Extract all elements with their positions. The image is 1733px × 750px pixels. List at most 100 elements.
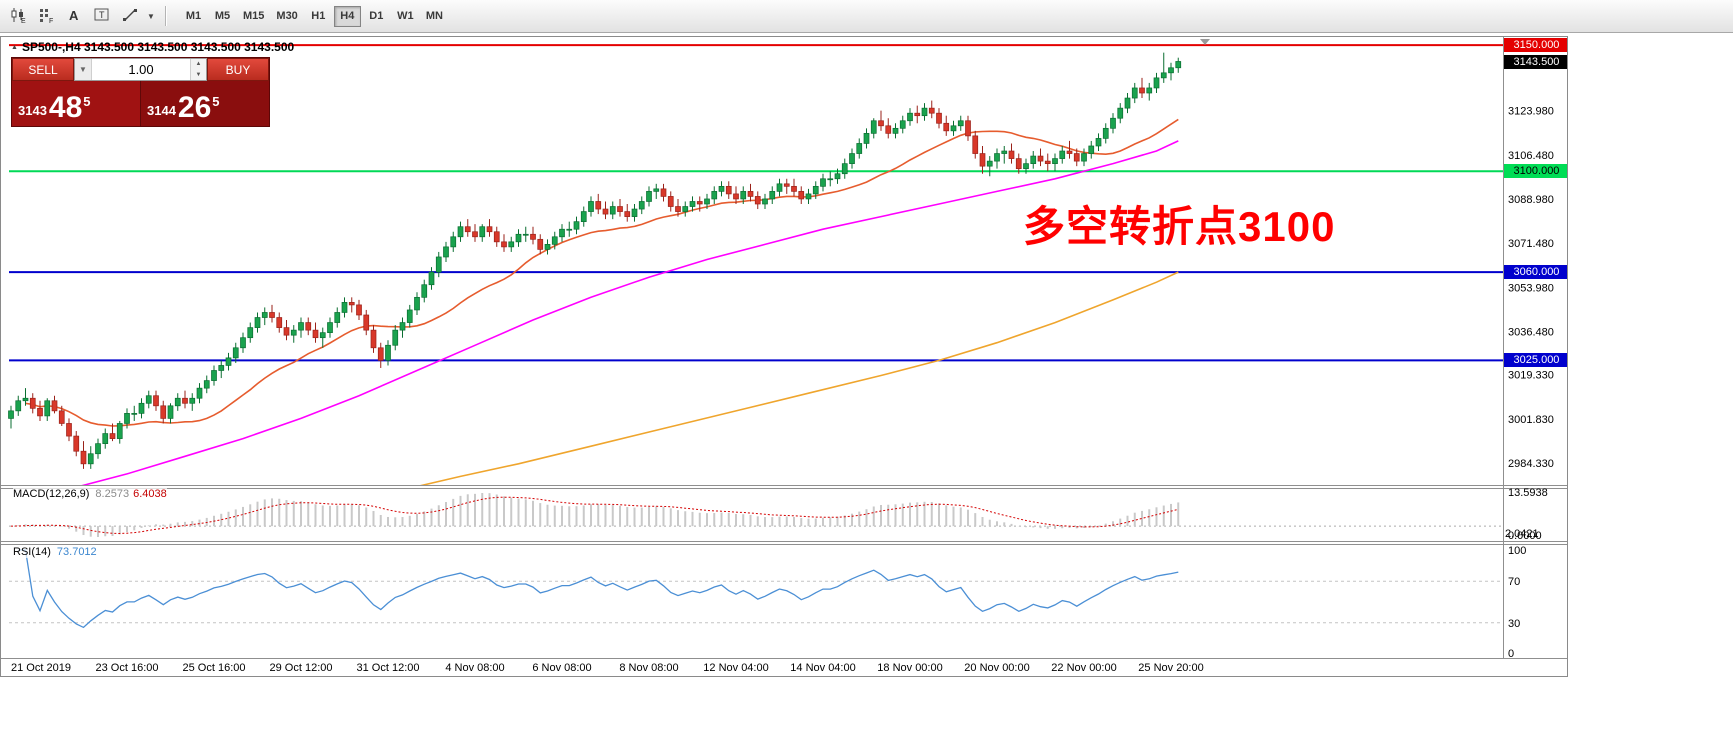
price-tick-label: 3088.980 xyxy=(1508,194,1554,206)
candlestick-tool-icon[interactable]: E xyxy=(5,4,31,28)
price-tick-label: 3106.480 xyxy=(1508,150,1554,162)
time-tick-label: 18 Nov 00:00 xyxy=(877,662,942,674)
svg-text:E: E xyxy=(21,18,26,24)
ask-price-prefix: 3144 xyxy=(147,103,176,118)
timeframe-M30[interactable]: M30 xyxy=(271,6,302,27)
time-tick-label: 22 Nov 00:00 xyxy=(1051,662,1116,674)
price-scale[interactable]: 3123.980 3106.480 3088.980 3071.480 3053.980… xyxy=(1508,106,1554,470)
text-label-tool-icon[interactable]: A xyxy=(61,4,87,28)
timeframe-M15[interactable]: M15 xyxy=(238,6,269,27)
time-tick-label: 4 Nov 08:00 xyxy=(445,662,504,674)
volume-spinner[interactable]: ▲ ▼ xyxy=(190,59,206,80)
time-tick-label: 20 Nov 00:00 xyxy=(964,662,1029,674)
toolbar-separator xyxy=(165,6,166,26)
candlesticks xyxy=(8,52,1182,469)
macd-axis-min: 2.0421 xyxy=(1505,528,1539,540)
timeframe-H1[interactable]: H1 xyxy=(305,6,332,27)
macd-axis-max: 13.5938 xyxy=(1508,487,1548,499)
ma-mid-line xyxy=(77,140,1179,486)
macd-name: MACD(12,26,9) xyxy=(13,488,90,500)
svg-text:F: F xyxy=(49,18,53,24)
rsi-value: 73.7012 xyxy=(56,546,97,558)
bid-price-prefix: 3143 xyxy=(18,103,47,118)
trade-prices-row: 3143 48 5 3144 26 5 xyxy=(12,81,269,126)
macd-signal-line xyxy=(10,496,1179,535)
toolbar: E F A T ▼ M1 M5 M15 M30 H1 H4 D1 W1 MN xyxy=(0,0,1733,33)
price-badge-3150: 3150.000 xyxy=(1504,38,1567,52)
time-tick-label: 8 Nov 08:00 xyxy=(619,662,678,674)
bid-price-pip: 5 xyxy=(83,94,91,109)
timeframe-W1[interactable]: W1 xyxy=(392,6,419,27)
timeframe-M5[interactable]: M5 xyxy=(209,6,236,27)
symbol-marker-icon: ▲ xyxy=(11,43,18,51)
price-tick-label: 2984.330 xyxy=(1508,458,1554,470)
volume-dropdown-arrow-icon[interactable]: ▼ xyxy=(75,59,92,80)
price-badge-3100: 3100.000 xyxy=(1504,164,1567,178)
bid-price: 3143 48 5 xyxy=(12,81,141,126)
time-tick-label: 31 Oct 12:00 xyxy=(357,662,420,674)
price-tick-label: 3001.830 xyxy=(1508,414,1554,426)
price-badge-3025: 3025.000 xyxy=(1504,353,1567,367)
ask-price-big-digits: 26 xyxy=(177,91,212,124)
rsi-axis-label: 0 xyxy=(1508,648,1514,660)
price-badge-3060: 3060.000 xyxy=(1504,265,1567,279)
macd-axis-zero: 0.0000 xyxy=(1508,530,1542,542)
sell-button[interactable]: SELL xyxy=(12,58,74,81)
svg-text:A: A xyxy=(69,8,79,23)
rsi-axis-label: 100 xyxy=(1508,545,1526,557)
trade-controls-row: SELL ▼ 1.00 ▲ ▼ BUY xyxy=(12,58,269,81)
price-tick-label: 3053.980 xyxy=(1508,282,1554,294)
time-tick-label: 29 Oct 12:00 xyxy=(270,662,333,674)
rsi-axis-label: 30 xyxy=(1508,618,1520,630)
time-tick-label: 23 Oct 16:00 xyxy=(96,662,159,674)
svg-text:T: T xyxy=(99,10,105,20)
spinner-down-icon[interactable]: ▼ xyxy=(191,69,206,80)
time-tick-label: 6 Nov 08:00 xyxy=(532,662,591,674)
time-scale[interactable]: 21 Oct 2019 23 Oct 16:00 25 Oct 16:00 29 Oc… xyxy=(11,662,1204,674)
rsi-line xyxy=(18,549,1179,629)
line-tool-icon[interactable] xyxy=(117,4,143,28)
macd-histogram xyxy=(17,493,1180,537)
volume-value[interactable]: 1.00 xyxy=(128,62,154,77)
macd-signal-value: 6.4038 xyxy=(133,488,167,500)
one-click-trading-panel: SELL ▼ 1.00 ▲ ▼ BUY 3143 48 5 3144 26 5 xyxy=(11,57,270,127)
bid-price-big-digits: 48 xyxy=(48,91,83,124)
timeframe-bar: M1 M5 M15 M30 H1 H4 D1 W1 MN xyxy=(179,5,449,27)
current-price-badge: 3143.500 xyxy=(1504,55,1567,69)
macd-main-value: 8.2573 xyxy=(95,488,130,500)
timeframe-H4[interactable]: H4 xyxy=(333,5,361,27)
price-shift-marker-icon xyxy=(1200,39,1210,45)
symbol-info: ▲ SP500-,H4 3143.500 3143.500 3143.500 3… xyxy=(11,40,294,54)
time-tick-label: 25 Oct 16:00 xyxy=(183,662,246,674)
volume-stepper[interactable]: ▼ 1.00 ▲ ▼ xyxy=(74,58,207,81)
time-tick-label: 25 Nov 20:00 xyxy=(1138,662,1203,674)
time-tick-label: 12 Nov 04:00 xyxy=(703,662,768,674)
ma-slow-line xyxy=(415,271,1179,486)
ma-fast-line xyxy=(25,118,1179,427)
price-tick-label: 3036.480 xyxy=(1508,326,1554,338)
price-tick-label: 3071.480 xyxy=(1508,238,1554,250)
symbol-ohlc-text: SP500-,H4 3143.500 3143.500 3143.500 314… xyxy=(21,40,295,54)
ask-price-pip: 5 xyxy=(212,94,220,109)
rsi-axis-label: 70 xyxy=(1508,576,1520,588)
line-tool-caret-icon[interactable]: ▼ xyxy=(144,4,158,28)
spinner-up-icon[interactable]: ▲ xyxy=(191,59,206,70)
time-tick-label: 14 Nov 04:00 xyxy=(790,662,855,674)
buy-button[interactable]: BUY xyxy=(207,58,269,81)
timeframe-D1[interactable]: D1 xyxy=(363,6,390,27)
price-tick-label: 3019.330 xyxy=(1508,370,1554,382)
timeframe-MN[interactable]: MN xyxy=(421,6,448,27)
text-frame-tool-icon[interactable]: T xyxy=(89,4,115,28)
rsi-label: RSI(14) 73.7012 xyxy=(13,546,97,558)
chart-window: 3123.980 3106.480 3088.980 3071.480 3053.980… xyxy=(0,36,1568,677)
time-tick-label: 21 Oct 2019 xyxy=(11,662,71,674)
macd-label: MACD(12,26,9) 8.2573 6.4038 xyxy=(13,488,167,500)
rsi-name: RSI(14) xyxy=(13,546,51,558)
timeframe-M1[interactable]: M1 xyxy=(180,6,207,27)
price-plot xyxy=(8,52,1182,486)
indicator-grid-icon[interactable]: F xyxy=(33,4,59,28)
price-tick-label: 3123.980 xyxy=(1508,106,1554,118)
ask-price: 3144 26 5 xyxy=(141,81,269,126)
chart-canvas[interactable]: 3123.980 3106.480 3088.980 3071.480 3053.980… xyxy=(1,37,1568,677)
